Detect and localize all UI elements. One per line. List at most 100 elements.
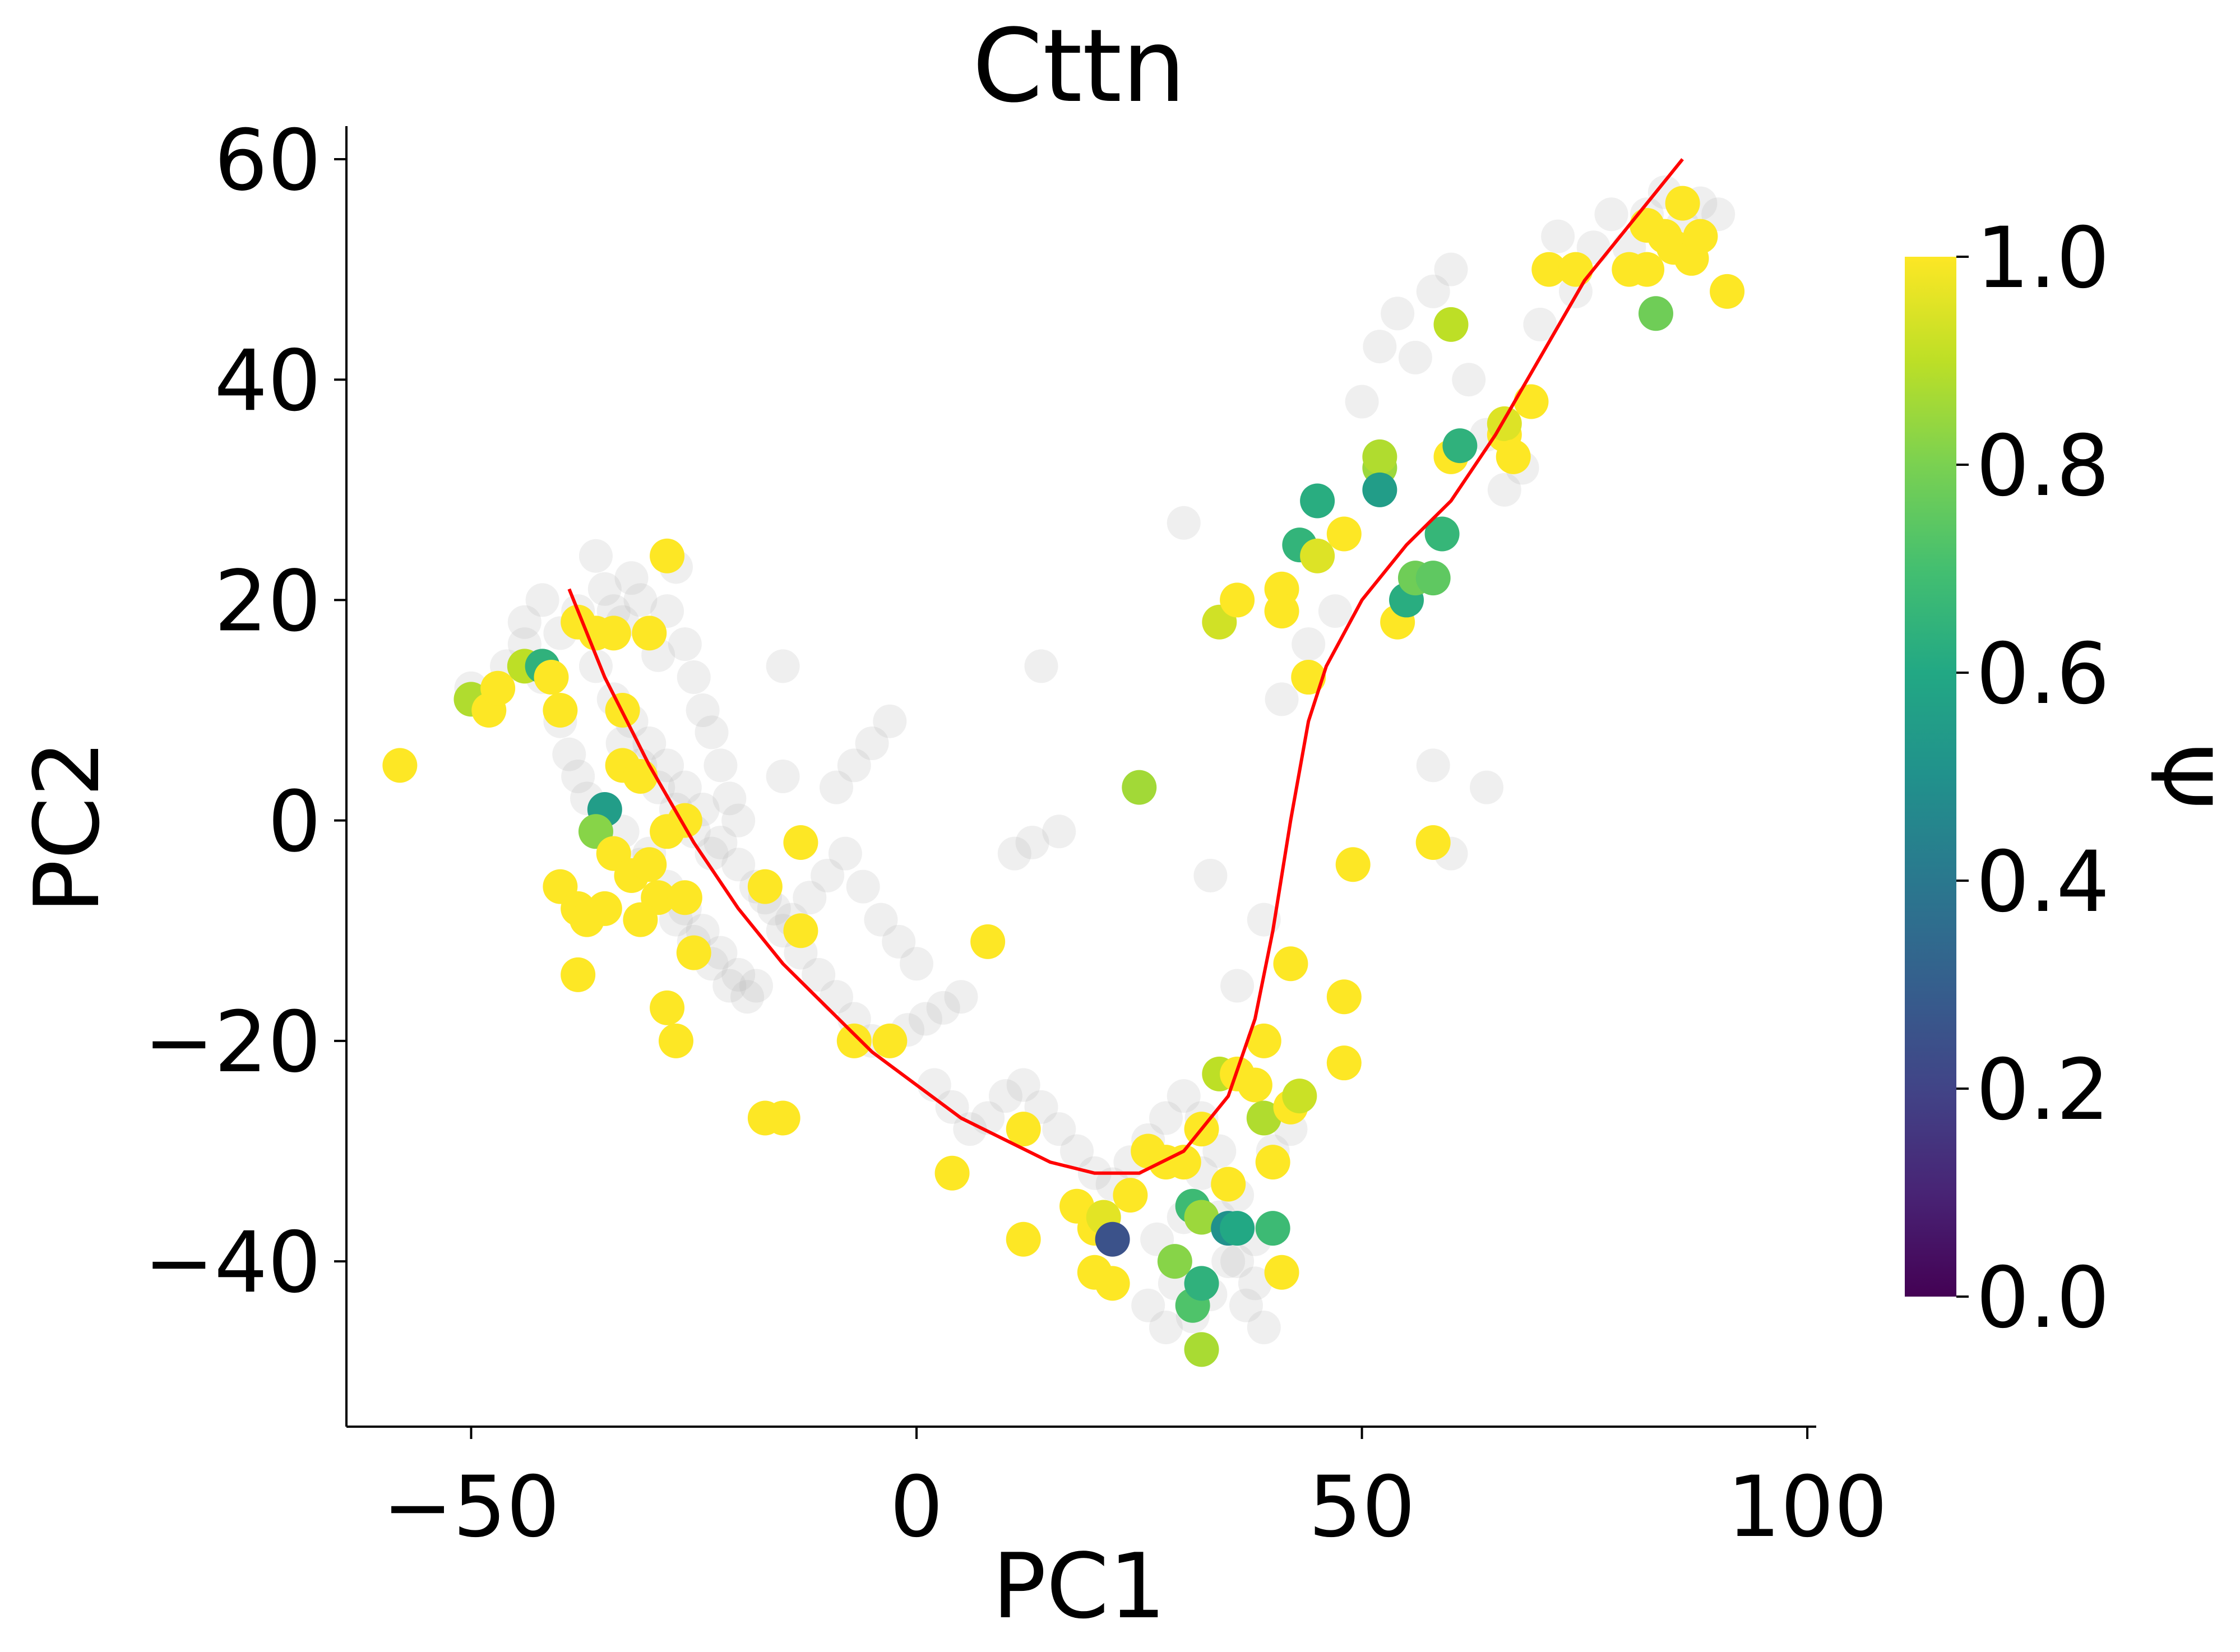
data-point — [970, 924, 1006, 959]
data-point — [587, 891, 622, 926]
background-point — [1363, 330, 1397, 364]
background-point — [926, 991, 960, 1025]
background-point — [802, 957, 836, 992]
data-point — [1630, 252, 1665, 287]
background-point — [1416, 748, 1450, 783]
background-point — [686, 693, 720, 728]
data-point — [650, 538, 685, 573]
background-point — [846, 869, 880, 904]
background-point — [1211, 1244, 1246, 1279]
colorbar-tick-label: 0.2 — [1976, 1042, 2110, 1139]
background-point — [1149, 1311, 1183, 1345]
background-point — [953, 1112, 987, 1146]
colorbar-ticks: 0.0 0.2 0.4 0.6 0.8 1.0 — [1956, 210, 2110, 1347]
data-point — [650, 990, 685, 1025]
colorbar-tick-label: 0.0 — [1976, 1250, 2110, 1347]
data-point — [1415, 825, 1451, 860]
background-point — [721, 848, 756, 882]
background-point — [873, 704, 907, 738]
colorbar — [1905, 257, 1956, 1297]
data-point — [1246, 1023, 1281, 1058]
background-point — [704, 748, 738, 783]
background-point — [578, 539, 613, 573]
data-point — [1220, 582, 1255, 618]
data-point — [1335, 847, 1371, 882]
background-point — [1247, 1311, 1281, 1345]
background-point — [1149, 1101, 1183, 1135]
background-point — [1229, 1288, 1263, 1322]
colorbar-tick-label: 0.8 — [1976, 418, 2110, 515]
background-point — [1006, 1068, 1040, 1102]
y-tick-label: −40 — [144, 1214, 321, 1312]
data-point — [1282, 1079, 1317, 1114]
data-point — [1424, 516, 1460, 552]
background-point — [1042, 815, 1076, 849]
data-point — [667, 880, 702, 915]
x-axis-label: PC1 — [992, 1534, 1166, 1639]
background-point — [820, 980, 853, 1014]
background-point — [935, 1090, 969, 1124]
background-point — [1523, 307, 1557, 341]
background-point — [552, 737, 586, 771]
colorbar-tick-label: 0.4 — [1976, 834, 2110, 931]
background-point — [1541, 219, 1575, 253]
background-point — [1381, 297, 1415, 331]
data-point — [1246, 1100, 1281, 1136]
data-point — [658, 1023, 693, 1058]
data-point — [480, 670, 516, 706]
data-point — [561, 957, 596, 992]
data-point — [1255, 1145, 1290, 1180]
y-tick-label: 20 — [214, 553, 321, 650]
background-point — [1345, 385, 1379, 419]
data-point — [1433, 307, 1469, 342]
background-point — [614, 561, 649, 595]
background-point — [1398, 340, 1432, 374]
x-tick-label: 0 — [890, 1459, 943, 1556]
data-point — [1300, 538, 1335, 573]
background-point — [766, 649, 800, 683]
background-point — [828, 836, 862, 871]
data-point — [1362, 472, 1397, 507]
data-point — [872, 1023, 908, 1058]
data-point — [1184, 1332, 1219, 1367]
background-point — [525, 583, 559, 617]
y-tick-label: 60 — [214, 112, 321, 210]
background-point — [1416, 274, 1450, 308]
background-point — [820, 770, 853, 804]
data-point — [1122, 770, 1157, 805]
background-point — [1594, 197, 1628, 232]
data-point — [623, 902, 658, 937]
data-point — [783, 825, 818, 860]
background-point — [1452, 363, 1486, 397]
data-point — [596, 616, 631, 651]
background-point — [1131, 1288, 1165, 1322]
background-point — [882, 924, 916, 959]
data-point — [1095, 1221, 1130, 1257]
y-axis-ticks: −40 −20 0 20 40 60 — [144, 112, 346, 1312]
background-point — [587, 572, 622, 606]
background-point — [668, 770, 702, 804]
colorbar-tick-label: 0.6 — [1976, 626, 2110, 723]
colorbar-tick-label: 1.0 — [1976, 210, 2110, 307]
background-point — [1238, 1266, 1272, 1301]
data-point — [1006, 1112, 1041, 1147]
data-point — [1362, 439, 1397, 474]
background-point — [712, 969, 747, 1003]
background-point — [1042, 1112, 1076, 1146]
background-point — [1434, 252, 1468, 286]
background-point — [855, 726, 889, 761]
data-point — [543, 693, 578, 728]
data-point — [1264, 594, 1299, 629]
y-axis-label: PC2 — [15, 740, 119, 914]
data-point — [1683, 219, 1718, 254]
data-point — [1326, 1045, 1362, 1081]
background-point — [704, 825, 738, 859]
colorbar-label: Ψ — [2131, 743, 2229, 809]
background-point — [623, 583, 658, 617]
data-point — [1300, 483, 1335, 519]
plot-area — [382, 158, 1745, 1367]
background-point — [695, 715, 729, 749]
data-point — [1237, 1067, 1272, 1103]
data-point — [534, 660, 569, 695]
